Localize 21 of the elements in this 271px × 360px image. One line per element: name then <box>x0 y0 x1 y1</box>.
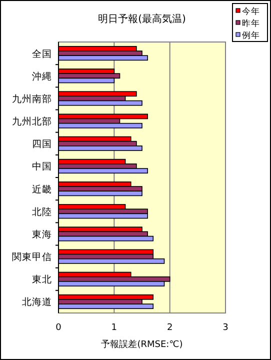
x-tick-label: 3 <box>222 323 228 333</box>
y-tick-label: 北陸 <box>32 206 52 218</box>
y-tick-label: 沖縄 <box>32 70 52 82</box>
legend-label: 例年 <box>242 30 260 41</box>
x-tick-label: 0 <box>56 323 62 333</box>
y-tick-label: 九州南部 <box>12 92 52 105</box>
y-tick-label: 関東甲信 <box>12 251 52 264</box>
x-axis-title: 予報誤差(RMSE:℃) <box>101 339 183 350</box>
y-tick-label: 中国 <box>32 160 52 173</box>
y-tick-label: 全国 <box>32 48 52 60</box>
legend-label: 昨年 <box>242 18 260 29</box>
y-tick-label: 東北 <box>32 274 52 286</box>
chart-title: 明日予報(最高気温) <box>98 13 186 25</box>
y-tick-label: 四国 <box>32 139 52 150</box>
legend-label: 今年 <box>242 6 260 17</box>
x-tick-label: 1 <box>111 323 118 333</box>
x-tick-label: 2 <box>166 323 173 333</box>
y-tick-label: 東海 <box>32 228 52 240</box>
y-tick-label: 九州北部 <box>12 116 52 128</box>
y-tick-label: 近畿 <box>32 183 52 196</box>
y-tick-label: 北海道 <box>22 296 52 308</box>
